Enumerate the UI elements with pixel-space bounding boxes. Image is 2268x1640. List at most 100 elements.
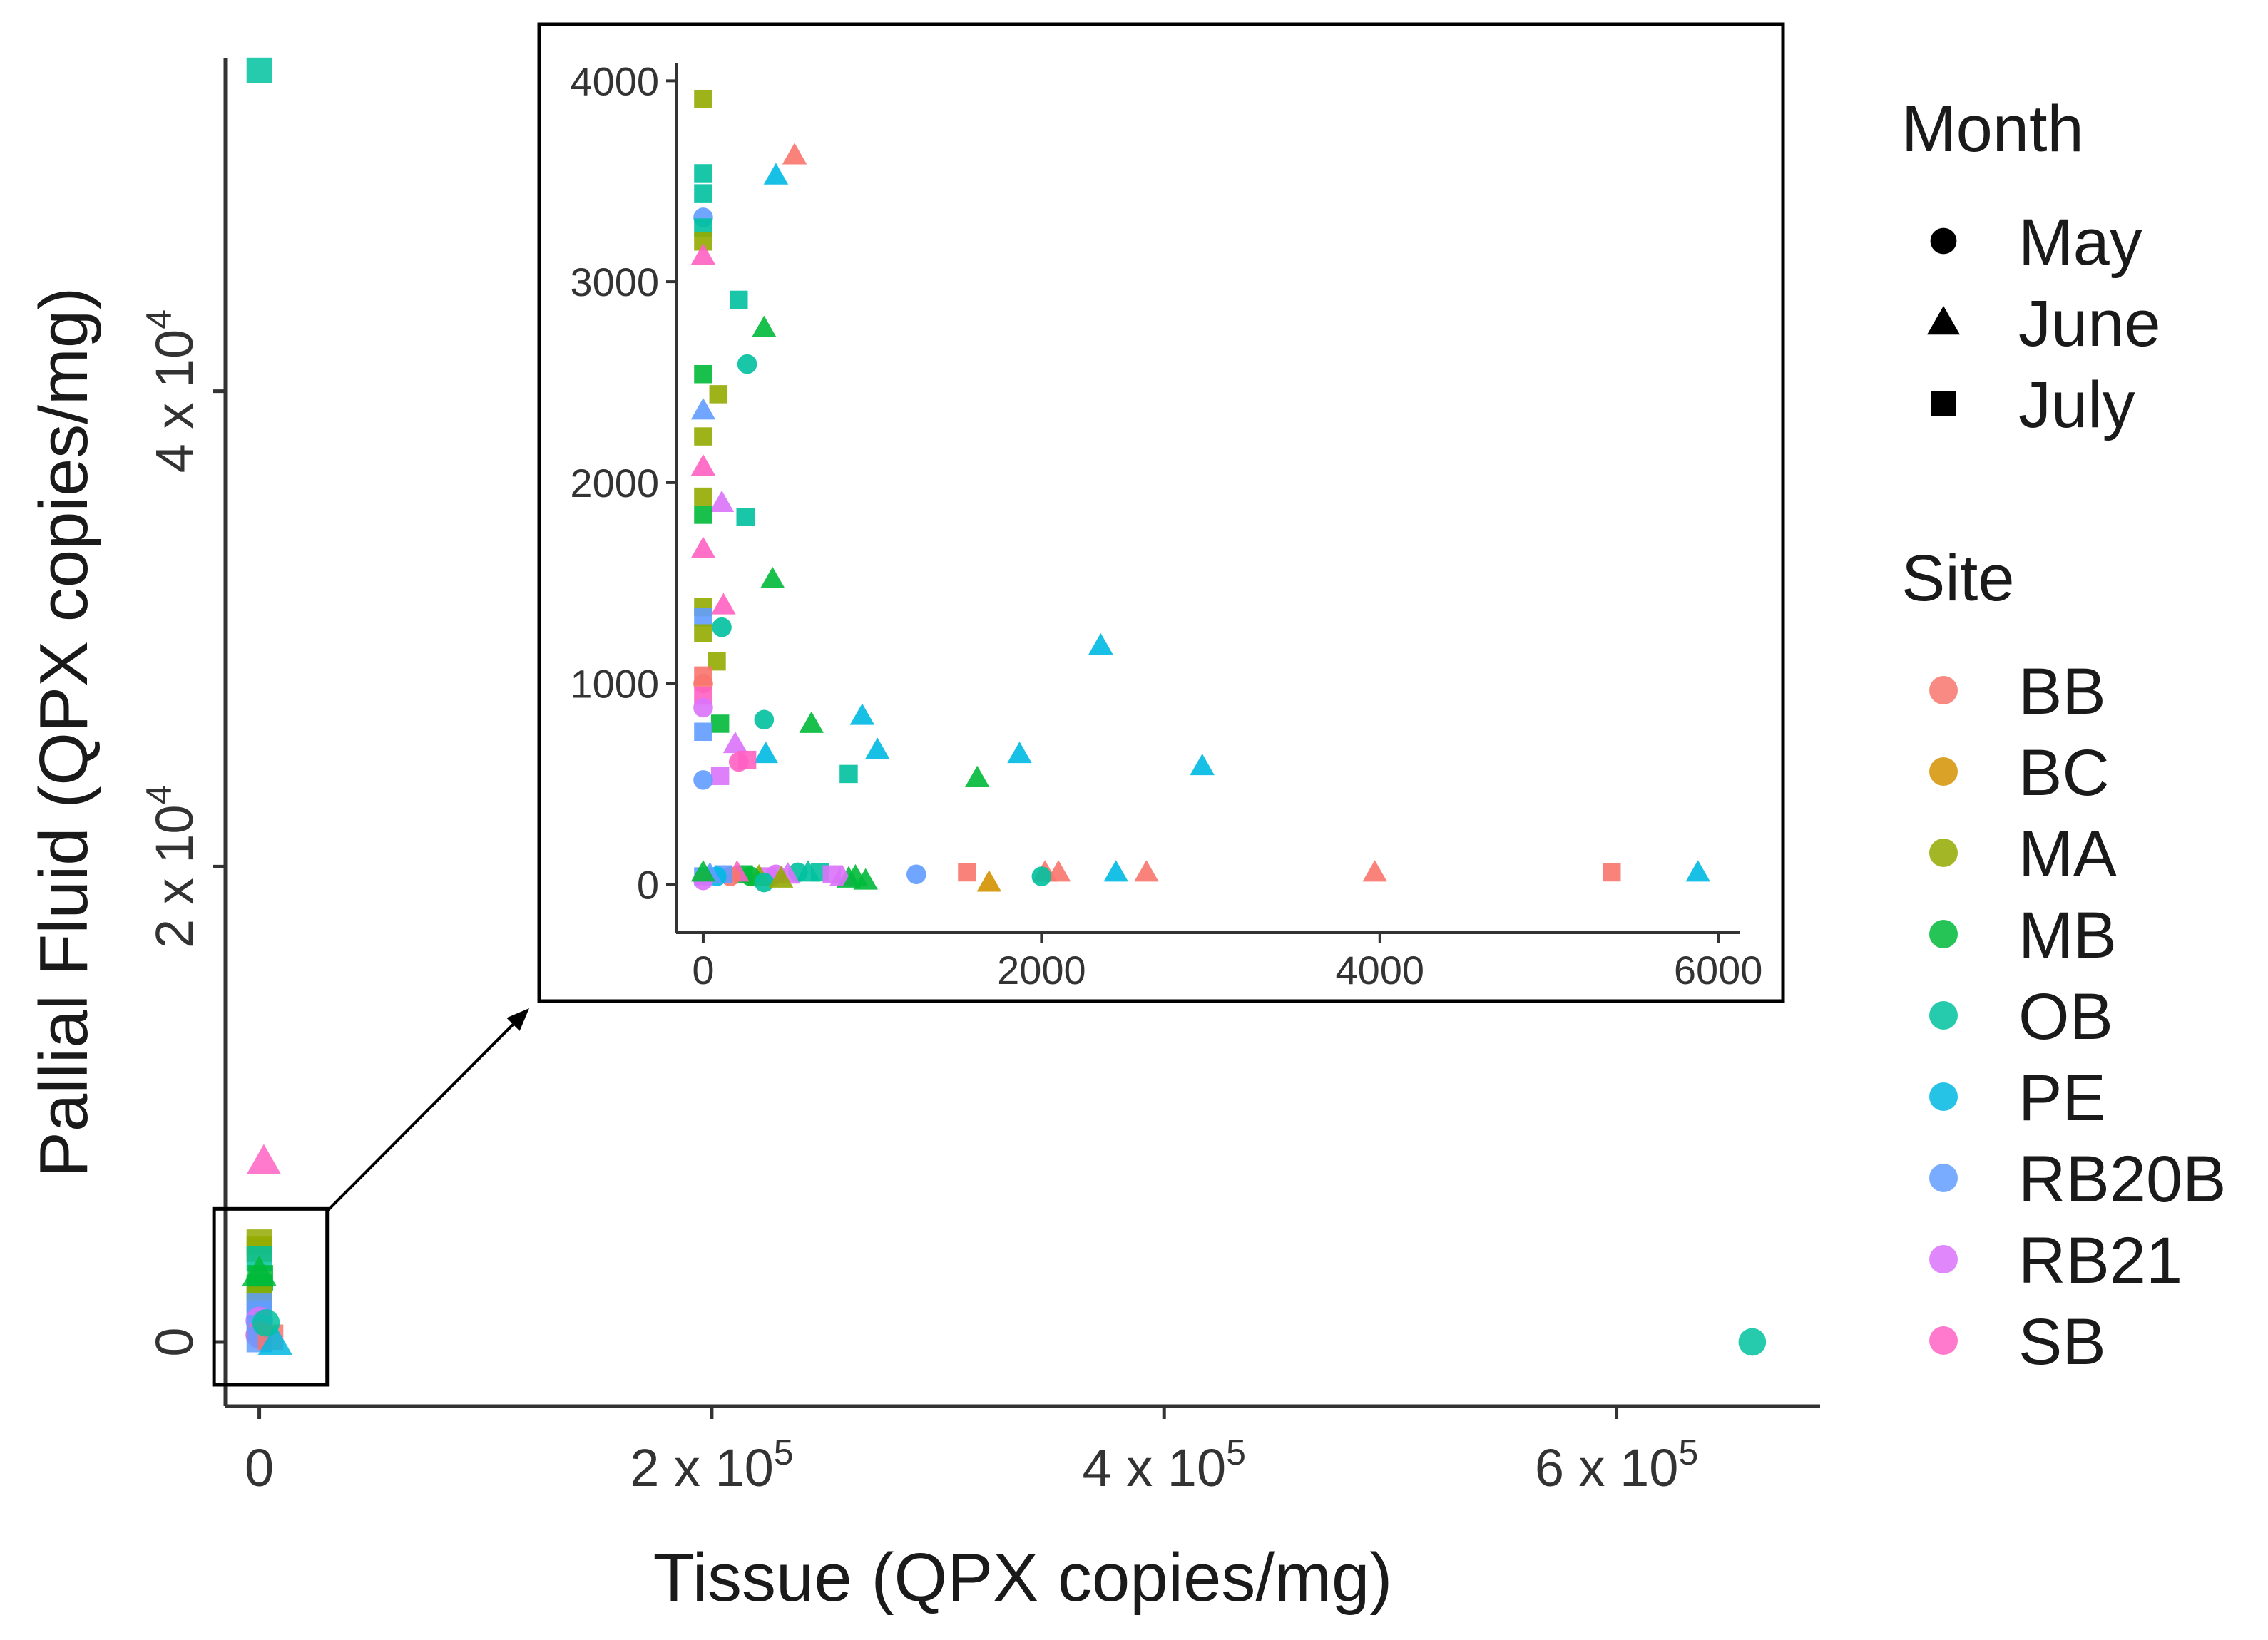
zoom-box (212, 1206, 330, 1387)
legend-site-key (1929, 1001, 1958, 1030)
main-y-tick-label: 2 x 104 (139, 785, 204, 948)
inset-data-point (694, 624, 712, 642)
inset-data-point (722, 731, 748, 754)
y-axis-title: Pallial Fluid (QPX copies/mg) (26, 287, 102, 1177)
main-x-tick-label: 4 x 105 (1083, 1433, 1246, 1497)
inset-data-point (736, 508, 755, 526)
inset-data-point (690, 454, 716, 476)
inset-data-point (760, 566, 785, 589)
legend-site-key (1929, 1326, 1958, 1355)
x-axis-title: Tissue (QPX copies/mg) (653, 1539, 1393, 1616)
inset-data-point (1088, 632, 1113, 655)
main-x-tick-label: 0 (245, 1438, 274, 1497)
inset-data-point (752, 315, 777, 337)
inset-data-point (1190, 753, 1215, 776)
inset-data-point (694, 184, 712, 203)
legend-site-title: Site (1901, 542, 2015, 615)
legend-months: May June July (1927, 206, 2161, 441)
inset-data-point (694, 487, 712, 506)
legend-sites: BB BC MA MB OB PE RB20B RB21 SB (1929, 655, 2227, 1378)
inset-data-point (1134, 860, 1159, 882)
inset-data-point (690, 536, 716, 558)
inset-data-point (753, 741, 778, 764)
inset-data-point (1007, 741, 1032, 764)
inset-data-point (712, 617, 732, 637)
main-data-point (252, 1309, 280, 1337)
legend-site-key (1929, 920, 1958, 948)
inset-data-point (694, 427, 712, 446)
main-y-tick-label-group: 2 x 104 (139, 785, 204, 948)
main-data-point (1738, 1328, 1767, 1356)
main-data-point (246, 1144, 282, 1174)
inset-y-tick-label: 3000 (570, 260, 659, 304)
inset-data-point (694, 722, 712, 741)
inset-y-tick-label: 1000 (570, 662, 659, 707)
legend-month-key (1931, 391, 1956, 416)
legend-site-label: MA (2018, 818, 2118, 891)
inset-x-tick-label: 4000 (1335, 948, 1424, 993)
legend-site-label: MB (2018, 899, 2117, 972)
inset-x-tick-label: 0 (692, 948, 714, 993)
inset-frame (537, 22, 1785, 1003)
inset-data-point (976, 870, 1002, 892)
main-axes (223, 58, 1820, 1408)
inset-data-point (763, 163, 789, 185)
inset-x-tick-label: 6000 (1674, 948, 1763, 993)
inset-data-point (730, 290, 748, 309)
inset-data-point (693, 770, 713, 790)
inset-data-point (694, 89, 712, 108)
main-y-tick-label-group: 4 x 104 (139, 309, 204, 473)
legend: Month May June July Site BB BC MA MB OB PE RB20B… (1901, 93, 2227, 1378)
inset-data-point (710, 714, 730, 733)
inset-data-point (1031, 866, 1052, 886)
main-points (242, 57, 1767, 1356)
main-x-tick-label: 6 x 105 (1535, 1433, 1698, 1497)
zoom-arrow (326, 1023, 514, 1212)
main-y-tick-label: 4 x 104 (139, 309, 204, 473)
inset-data-point (711, 593, 736, 615)
inset-data-point (694, 506, 712, 524)
inset-y-tick-label: 2000 (570, 461, 659, 506)
inset-data-point (737, 354, 757, 374)
inset-data-point (709, 490, 735, 512)
inset-data-point (694, 164, 712, 183)
zoom-arrowhead (506, 1008, 529, 1031)
inset-data-point (782, 143, 807, 165)
inset-data-point (768, 866, 794, 888)
inset-data-point (754, 709, 775, 730)
inset-data-point (1046, 860, 1071, 882)
inset-data-point (839, 764, 858, 784)
legend-site-label: RB20B (2018, 1143, 2227, 1216)
legend-site-label: BB (2018, 655, 2106, 728)
main-y-tick-label: 0 (145, 1327, 204, 1356)
legend-month-title: Month (1901, 93, 2084, 165)
inset-data-point (710, 767, 730, 785)
main-ticks: 0 2 x 105 4 x 105 6 x 105 0 2 x 104 4 x 104 (139, 309, 1698, 1497)
inset-data-point (1103, 860, 1128, 882)
inset-data-point (865, 737, 890, 759)
inset-data-point (799, 711, 824, 733)
inset-y-tick-label: 4000 (570, 58, 659, 103)
legend-site-label: SB (2018, 1306, 2106, 1378)
inset-x-tick-label: 2000 (997, 948, 1086, 993)
legend-site-key (1929, 1245, 1958, 1273)
legend-month-label: June (2018, 287, 2161, 360)
inset-points (690, 89, 1710, 893)
legend-site-key (1929, 839, 1958, 867)
legend-site-key (1929, 1082, 1958, 1111)
main-x-tick-label: 2 x 105 (630, 1433, 793, 1497)
legend-month-key (1930, 227, 1957, 255)
inset-data-point (843, 863, 868, 886)
inset-data-point (694, 608, 712, 627)
legend-site-label: BC (2018, 737, 2110, 809)
legend-site-label: RB21 (2018, 1224, 2182, 1297)
legend-site-key (1929, 676, 1958, 704)
legend-month-label: July (2018, 369, 2135, 441)
inset-ticks: 0 2000 4000 6000 0 1000 2000 3000 4000 (570, 58, 1762, 993)
inset-axes (675, 63, 1740, 934)
inset-data-point (849, 703, 875, 725)
inset-data-point (964, 765, 990, 787)
inset-data-point (1362, 860, 1387, 882)
